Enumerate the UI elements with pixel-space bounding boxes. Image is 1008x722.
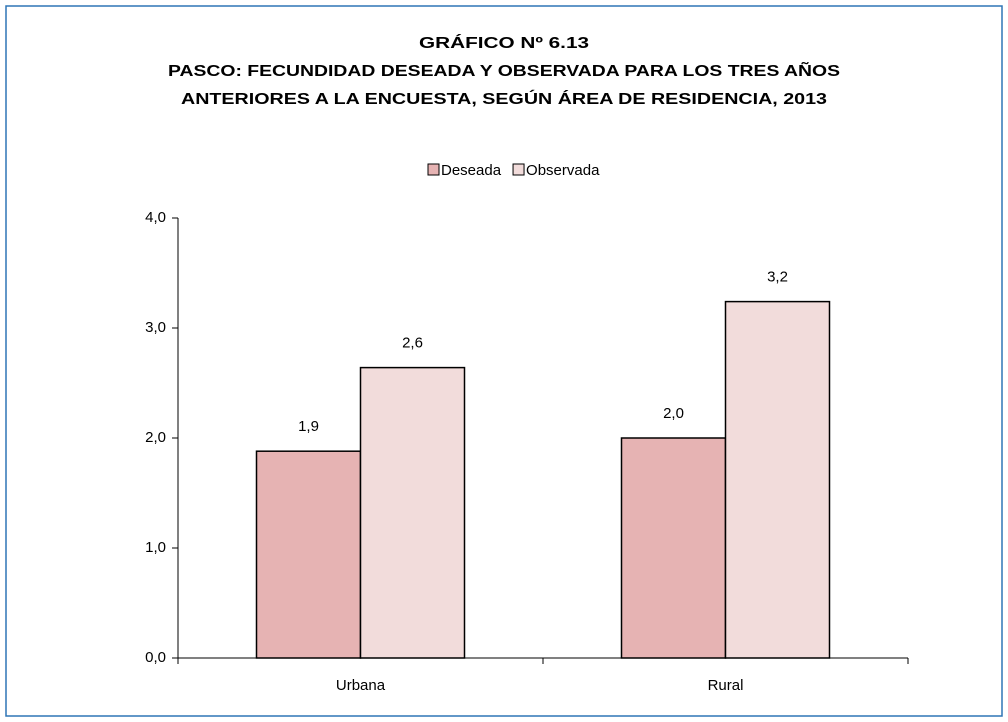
- x-tick-label: Urbana: [336, 677, 386, 694]
- y-tick-label: 3,0: [145, 319, 166, 336]
- y-tick-label: 2,0: [145, 429, 166, 446]
- value-label: 2,0: [663, 405, 684, 422]
- frame: [5, 5, 1003, 717]
- legend-swatch: [512, 163, 525, 176]
- bar: [255, 450, 362, 659]
- value-label: 2,6: [402, 335, 423, 352]
- legend-swatch: [427, 163, 440, 176]
- legend-label: Deseada: [441, 162, 502, 179]
- bar: [724, 300, 831, 659]
- value-label: 3,2: [767, 269, 788, 286]
- chart-subtitle: ANTERIORES A LA ENCUESTA, SEGÚN ÁREA DE …: [181, 89, 827, 108]
- y-tick-label: 0,0: [145, 649, 166, 666]
- x-tick-label: Rural: [708, 677, 744, 694]
- bar: [620, 437, 727, 659]
- value-label: 1,9: [298, 418, 319, 435]
- bar: [359, 366, 466, 659]
- legend-label: Observada: [526, 162, 600, 179]
- y-tick-label: 4,0: [145, 209, 166, 226]
- y-tick-label: 1,0: [145, 539, 166, 556]
- chart-title: GRÁFICO Nº 6.13: [419, 33, 589, 52]
- chart-subtitle: PASCO: FECUNDIDAD DESEADA Y OBSERVADA PA…: [168, 60, 840, 80]
